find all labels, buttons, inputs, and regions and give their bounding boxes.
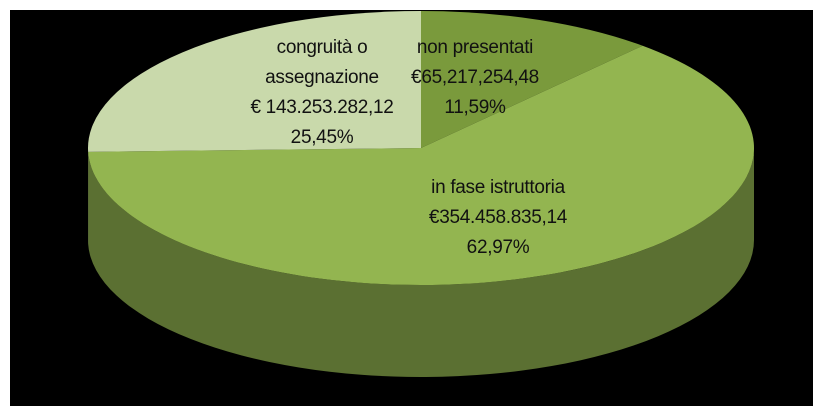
category-label: congruità o assegnazione [265,37,379,88]
slice-side [88,148,755,378]
slice [88,45,755,286]
data-label: congruità o assegnazione € 143.253.282,12… [247,33,397,153]
value-label: 62,97% [466,237,530,258]
amount-label: €354.458.835,14 [428,207,568,228]
amount-label: €65,217,254,48 [411,67,539,88]
amount-label: € 143.253.282,12 [250,97,394,118]
category-label: non presentati [416,37,534,58]
data-label: in fase istruttoria €354.458.835,14 62,97% [429,173,567,263]
data-label: non presentati €65,217,254,48 11,59% [411,33,539,123]
slice [88,11,422,152]
slice [421,11,643,148]
value-label: 25,45% [290,127,354,148]
category-label: in fase istruttoria [431,177,565,198]
value-label: 11,59% [444,97,506,118]
